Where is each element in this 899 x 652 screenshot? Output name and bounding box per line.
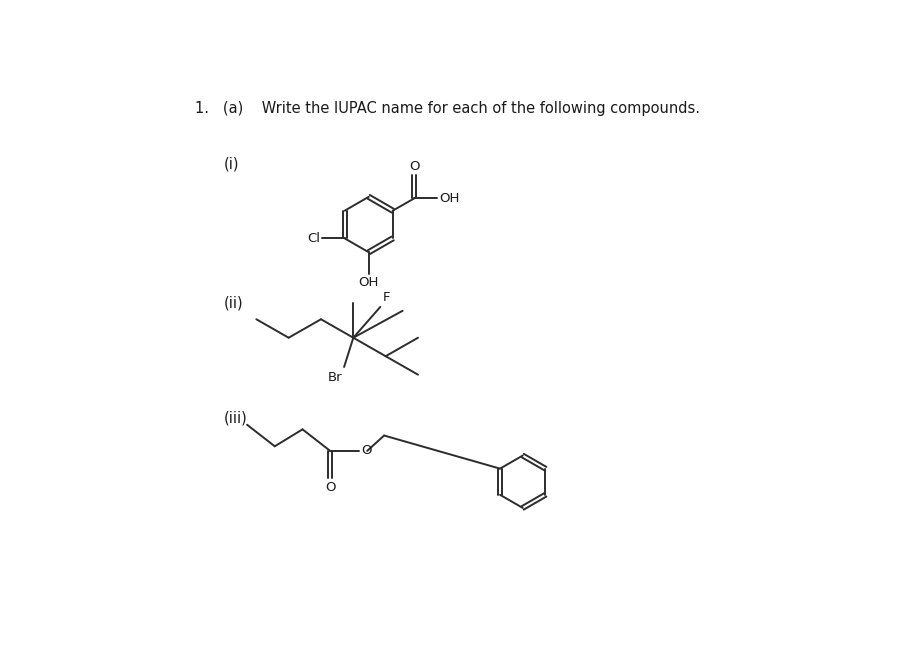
Text: (iii): (iii) [224, 411, 248, 426]
Text: F: F [383, 291, 390, 304]
Text: 1.   (a)    Write the IUPAC name for each of the following compounds.: 1. (a) Write the IUPAC name for each of … [195, 101, 700, 116]
Text: O: O [361, 443, 371, 456]
Text: O: O [325, 481, 335, 494]
Text: (i): (i) [224, 156, 239, 171]
Text: OH: OH [359, 276, 378, 289]
Text: Cl: Cl [307, 232, 320, 245]
Text: Br: Br [328, 371, 343, 384]
Text: O: O [409, 160, 420, 173]
Text: (ii): (ii) [224, 295, 244, 310]
Text: OH: OH [439, 192, 459, 205]
